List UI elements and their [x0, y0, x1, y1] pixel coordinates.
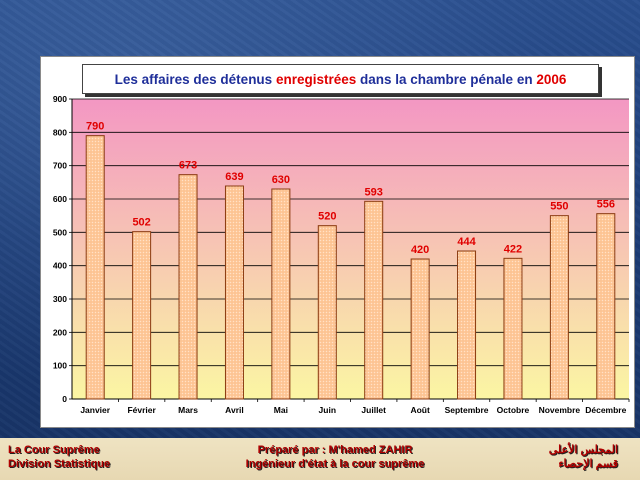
- x-tick-label: Septembre: [445, 405, 489, 415]
- bar-juin: [317, 225, 337, 400]
- chart-title: Les affaires des détenus enregistrées da…: [82, 64, 599, 94]
- y-tick-label: 700: [53, 161, 67, 171]
- footer-left-line1: La Cour Suprême: [8, 444, 100, 456]
- footer-left-line2: Division Statistique: [8, 458, 111, 470]
- bar-avril: [224, 185, 244, 400]
- plot-area: [72, 99, 629, 399]
- y-tick-label: 100: [53, 361, 67, 371]
- chart-title-part: Les affaires des détenus: [114, 71, 276, 87]
- x-tick-label: Juin: [319, 405, 336, 415]
- x-tick-label: Novembre: [539, 405, 581, 415]
- x-tick-label: Octobre: [497, 405, 530, 415]
- bar-décembre: [596, 213, 616, 400]
- x-tick-label: Mars: [178, 405, 198, 415]
- footer-bar: La Cour Suprême Division Statistique Pré…: [0, 438, 640, 480]
- y-tick-label: 200: [53, 327, 67, 337]
- data-label: 420: [411, 244, 429, 256]
- bar-août: [410, 258, 430, 400]
- data-label: 790: [86, 121, 104, 133]
- footer-center-line2: Ingénieur d'état à la cour suprême: [245, 458, 425, 470]
- x-tick-label: Décembre: [585, 405, 626, 415]
- footer-center-line1: Préparé par : M'hamed ZAHIR: [257, 444, 413, 456]
- data-label: 550: [550, 201, 568, 213]
- data-label: 556: [597, 199, 615, 211]
- x-tick-label: Août: [410, 405, 430, 415]
- footer-right-line1: المجلس الأعلى: [548, 444, 618, 456]
- data-label: 639: [225, 171, 243, 183]
- data-label: 593: [365, 186, 383, 198]
- y-tick-label: 300: [53, 294, 67, 304]
- x-tick-label: Mai: [274, 405, 288, 415]
- y-tick-label: 600: [53, 194, 67, 204]
- y-tick-label: 900: [53, 94, 67, 104]
- x-tick-label: Avril: [225, 405, 244, 415]
- footer-center: Préparé par : M'hamed ZAHIR Ingénieur d'…: [200, 443, 470, 471]
- footer-right: المجلس الأعلى قسم الإحصاء: [549, 443, 618, 471]
- chart-title-part: enregistrées: [275, 71, 357, 87]
- y-tick-label: 400: [53, 261, 67, 271]
- y-tick-label: 500: [53, 227, 67, 237]
- y-tick-label: 0: [62, 394, 67, 404]
- bar-mai: [271, 188, 291, 400]
- x-tick-label: Janvier: [80, 405, 110, 415]
- x-tick-label: Juillet: [361, 405, 386, 415]
- chart-title-part: 2006: [536, 71, 567, 87]
- bar-septembre: [457, 250, 477, 400]
- footer-left: La Cour Suprême Division Statistique: [8, 443, 110, 471]
- chart-panel: 0 100 200 300 400 500 600 700 800 900 790 Janvier 50…: [40, 56, 635, 428]
- bar-chart: 0 100 200 300 400 500 600 700 800 900 790 Janvier 50…: [53, 94, 630, 415]
- data-label: 444: [457, 236, 476, 248]
- data-label: 673: [179, 160, 197, 172]
- data-label: 502: [132, 217, 150, 229]
- data-label: 630: [272, 174, 290, 186]
- x-tick-label: Février: [127, 405, 156, 415]
- y-tick-label: 800: [53, 127, 67, 137]
- data-label: 422: [504, 243, 522, 255]
- bar-octobre: [503, 257, 523, 400]
- bar-janvier: [85, 135, 105, 400]
- bar-février: [132, 231, 152, 400]
- bar-mars: [178, 174, 198, 400]
- bar-novembre: [549, 215, 569, 400]
- bar-juillet: [364, 200, 384, 400]
- data-label: 520: [318, 211, 336, 223]
- footer-right-line2: قسم الإحصاء: [558, 458, 618, 470]
- chart-title-part: dans la chambre pénale en: [356, 71, 537, 87]
